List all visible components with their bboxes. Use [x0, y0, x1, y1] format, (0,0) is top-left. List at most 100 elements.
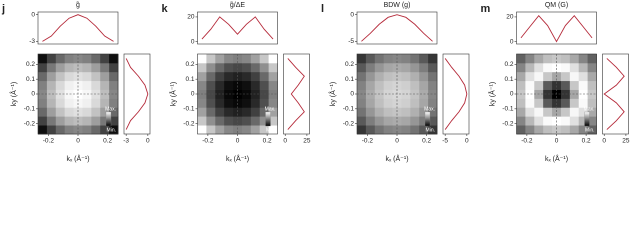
- heatmap-cell: [569, 116, 580, 126]
- heatmap-cell: [578, 71, 589, 82]
- heatmap-cell: [587, 54, 597, 64]
- side-profile: [287, 58, 305, 130]
- heatmap-cell: [560, 80, 571, 90]
- heatmap-cell: [516, 107, 526, 117]
- heatmap-cell: [73, 125, 83, 135]
- heatmap-cell: [224, 98, 234, 108]
- heatmap-cell: [241, 71, 252, 82]
- heatmap-cell: [82, 125, 92, 135]
- heatmap-cell: [91, 116, 101, 126]
- x-axis-label: kₓ (Å⁻¹): [385, 154, 408, 163]
- heatmap-cell: [543, 80, 553, 90]
- x-axis-label: kₓ (Å⁻¹): [66, 154, 89, 163]
- heatmap-cell: [55, 80, 66, 90]
- heatmap-cell: [82, 98, 92, 108]
- heatmap-cell: [543, 116, 553, 126]
- heatmap-cell: [552, 125, 562, 135]
- heatmap-cell: [215, 125, 225, 135]
- heatmap-cell: [55, 107, 66, 117]
- heatmap-cell: [215, 54, 225, 64]
- heatmap-cell: [109, 107, 119, 117]
- x-tick-label: 0: [555, 138, 559, 145]
- panel-title: g̃/ΔE: [229, 2, 245, 9]
- heatmap-cell: [374, 80, 385, 90]
- figure: j g̃ -0.2 0 0.2 0.2 0.1 0 -0.1 -0.2 kₓ (Å⁻¹) ky (Å⁻…: [1, 2, 630, 163]
- colorbar-min: Min.: [107, 127, 116, 133]
- panel-label: j: [1, 3, 5, 15]
- y-axis-label: ky (Å⁻¹): [328, 82, 337, 106]
- heatmap-cell: [206, 54, 216, 64]
- heatmap-cell: [100, 98, 110, 108]
- heatmap-cell: [38, 116, 48, 126]
- heatmap-cell: [428, 98, 438, 108]
- heatmap-cell: [38, 62, 48, 73]
- top-frame: [37, 11, 119, 45]
- heatmap-cell: [82, 54, 92, 64]
- heatmap-cell: [109, 89, 119, 99]
- heatmap-cell: [383, 54, 393, 64]
- heatmap-cell: [410, 107, 420, 117]
- heatmap-cell: [357, 62, 367, 73]
- heatmap-cell: [401, 71, 411, 82]
- heatmap-cell: [569, 54, 580, 64]
- heatmap-cell: [215, 98, 225, 108]
- heatmap-cell: [250, 107, 261, 117]
- heatmap-cell: [543, 89, 553, 99]
- side-profile: [444, 58, 468, 130]
- heatmap-cell: [587, 80, 597, 90]
- heatmap-cell: [587, 98, 597, 108]
- heatmap-cell: [365, 116, 376, 126]
- heatmap-cell: [383, 71, 393, 82]
- heatmap-cell: [241, 62, 252, 73]
- heatmap-cell: [91, 62, 101, 73]
- x-tick-label: 0: [236, 138, 240, 145]
- heatmap-cell: [525, 71, 535, 82]
- heatmap-cell: [206, 125, 216, 135]
- colorbar-max: Max.: [105, 106, 116, 112]
- heatmap-cell: [428, 71, 438, 82]
- heatmap-cell: [410, 80, 420, 90]
- y-tick-label: 0: [191, 91, 195, 98]
- x-tick-label: 0: [76, 138, 80, 145]
- y-tick-label: -0.2: [24, 120, 36, 127]
- heatmap-cell: [569, 98, 580, 108]
- heatmap-cell: [401, 107, 411, 117]
- y-axis-label: ky (Å⁻¹): [487, 82, 496, 106]
- heatmap-cell: [100, 62, 110, 73]
- heatmap-cell: [419, 116, 429, 126]
- y-axis-label: ky (Å⁻¹): [168, 82, 177, 106]
- heatmap-cell: [543, 98, 553, 108]
- top-frame: [516, 11, 597, 45]
- heatmap-cell: [64, 89, 74, 99]
- y-tick-label: 0.2: [185, 61, 194, 68]
- heatmap-cell: [543, 71, 553, 82]
- heatmap-cell: [428, 89, 438, 99]
- heatmap-cell: [525, 125, 535, 135]
- heatmap-cell: [419, 125, 429, 135]
- heatmap-cell: [46, 80, 57, 90]
- side-frame: [602, 53, 629, 135]
- heatmap-cell: [525, 89, 535, 99]
- heatmap-cell: [428, 54, 438, 64]
- heatmap-cell: [259, 125, 270, 135]
- heatmap-cell: [516, 71, 526, 82]
- heatmap-cell: [365, 54, 376, 64]
- heatmap-cell: [357, 80, 367, 90]
- heatmap-cell: [100, 125, 110, 135]
- heatmap-cell: [109, 62, 119, 73]
- heatmap-cell: [357, 107, 367, 117]
- heatmap-cell: [357, 98, 367, 108]
- heatmap-cell: [401, 125, 411, 135]
- heatmap-cell: [428, 125, 438, 135]
- heatmap-cell: [578, 107, 589, 117]
- heatmap-cell: [543, 107, 553, 117]
- y-tick-label: 0.2: [26, 61, 35, 68]
- heatmap-cell: [578, 116, 589, 126]
- heatmap-cell: [206, 116, 216, 126]
- x-tick-label: 0.2: [263, 138, 272, 145]
- heatmap-cell: [543, 62, 553, 73]
- x-axis-label: kₓ (Å⁻¹): [226, 154, 249, 163]
- y-tick-label: 0.1: [504, 76, 513, 83]
- heatmap-cell: [46, 62, 57, 73]
- heatmap-cell: [91, 107, 101, 117]
